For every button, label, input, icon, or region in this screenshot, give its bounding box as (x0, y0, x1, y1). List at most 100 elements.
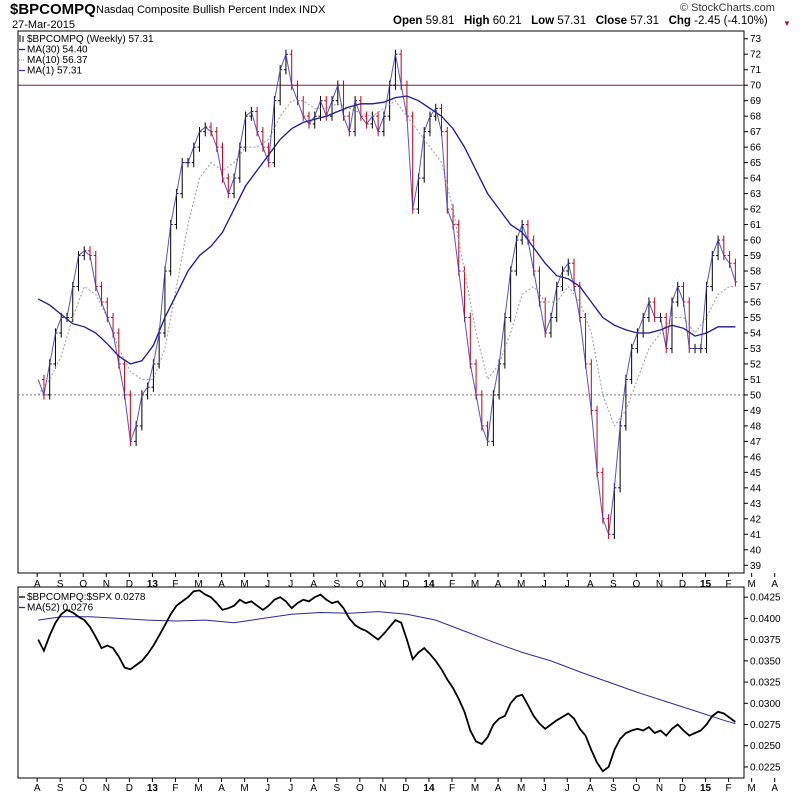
month-label: A (587, 783, 594, 794)
ohlc-bar (445, 127, 450, 214)
month-label: A (218, 783, 225, 794)
y-tick-label: 42 (750, 514, 762, 525)
year-label: 13 (147, 783, 159, 794)
y-tick-label: 52 (750, 359, 762, 370)
y-tick-label: 60 (750, 236, 762, 247)
ohlc-bar (358, 96, 363, 121)
month-label: O (633, 783, 641, 794)
open-label: Open (393, 15, 423, 27)
y-tick-label: 0.0275 (750, 720, 781, 731)
ohlc-bar (704, 281, 709, 354)
year-label: 14 (423, 783, 435, 794)
month-label: D (126, 783, 133, 794)
ohlc-bar (727, 250, 732, 268)
close-label: Close (595, 15, 628, 27)
ohlc-readout: Open 59.81 High 60.21 Low 57.31 Close 57… (393, 15, 768, 27)
month-label: S (610, 783, 617, 794)
ohlc-bar (59, 312, 64, 338)
month-label: O (356, 579, 364, 590)
month-label: J (565, 579, 570, 590)
y-tick-label: 63 (750, 189, 762, 200)
ohlc-bar (618, 421, 623, 493)
month-label: A (495, 579, 502, 590)
legend-entry: $BPCOMPQ (Weekly) 57.31 (27, 34, 154, 45)
ratio-ma52-line (38, 611, 736, 725)
ratio-panel: A S O N D 13 F M A M J J A S O N D 14 F M A M J J A S O N D 15 F M A 0.02… (17, 586, 781, 794)
y-tick-label: 67 (750, 127, 762, 138)
y-tick-label: 68 (750, 112, 762, 123)
year-label: 14 (423, 579, 435, 590)
y-tick-label: 51 (750, 375, 762, 386)
ohlc-bar (249, 106, 254, 121)
ohlc-bar (82, 246, 87, 261)
y-tick-label: 61 (750, 220, 762, 231)
legend-entry: $BPCOMPQ:$SPX 0.0278 (27, 592, 146, 603)
year-label: 15 (700, 579, 712, 590)
y-tick-label: 46 (750, 452, 762, 463)
high-label: High (463, 15, 490, 27)
down-arrow-icon: ▼ (783, 19, 791, 28)
low-value: 57.31 (557, 15, 587, 27)
month-label: S (333, 783, 340, 794)
y-tick-label: 55 (750, 313, 762, 324)
month-label: M (747, 579, 755, 590)
ohlc-bar (733, 258, 738, 287)
month-label: S (610, 579, 617, 590)
ma10-line (37, 100, 736, 427)
month-label: N (103, 579, 110, 590)
y-tick-label: 0.0225 (750, 762, 781, 773)
month-label: M (471, 579, 479, 590)
ohlc-bar (203, 122, 208, 137)
ohlc-bar (721, 235, 726, 261)
chart-symbol: $BPCOMPQ (10, 1, 96, 18)
y-tick-label: 57 (750, 282, 762, 293)
y-tick-label: 0.0425 (750, 593, 781, 604)
month-label: O (79, 783, 87, 794)
y-tick-label: 54 (750, 328, 762, 339)
y-tick-label: 0.0400 (750, 614, 781, 625)
month-label: M (517, 579, 525, 590)
y-tick-label: 64 (750, 174, 762, 185)
y-tick-label: 0.0350 (750, 656, 781, 667)
ratio-line (37, 589, 736, 773)
y-tick-label: 66 (750, 143, 762, 154)
year-label: 13 (147, 579, 159, 590)
month-label: A (495, 783, 502, 794)
month-label: A (587, 579, 594, 590)
ohlc-bar (272, 96, 277, 168)
y-tick-label: 47 (750, 437, 762, 448)
month-label: J (288, 579, 293, 590)
y-tick-label: 53 (750, 344, 762, 355)
y-tick-label: 72 (750, 50, 762, 61)
month-label: J (265, 579, 270, 590)
legend-entry: MA(10) 56.37 (27, 55, 88, 66)
month-label: F (726, 783, 732, 794)
month-label: A (34, 579, 41, 590)
open-value: 59.81 (425, 15, 455, 27)
month-label: O (79, 579, 87, 590)
ohlc-bar (560, 266, 565, 292)
month-label: M (194, 783, 202, 794)
ma1-line (37, 52, 736, 535)
month-label: N (656, 783, 663, 794)
y-tick-label: 45 (750, 468, 762, 479)
y-tick-label: 58 (750, 267, 762, 278)
y-tick-label: 71 (750, 65, 762, 76)
y-tick-label: 0.0250 (750, 741, 781, 752)
month-label: M (240, 579, 248, 590)
main-panel: A S O N D 13 F M A M J J A S O N D 14 F M A M J J A S O N D 15 F M A 39 40… (17, 30, 778, 590)
y-tick-label: 41 (750, 530, 762, 541)
exchange-label: INDX (299, 4, 326, 16)
month-label: A (771, 579, 778, 590)
y-tick-label: 56 (750, 298, 762, 309)
y-tick-label: 69 (750, 96, 762, 107)
ohlc-bar (595, 405, 600, 477)
month-label: D (402, 783, 409, 794)
month-label: F (449, 783, 455, 794)
month-label: J (565, 783, 570, 794)
y-tick-label: 44 (750, 483, 762, 494)
month-label: F (172, 783, 178, 794)
ohlc-bar (427, 111, 432, 137)
y-tick-label: 0.0375 (750, 635, 781, 646)
